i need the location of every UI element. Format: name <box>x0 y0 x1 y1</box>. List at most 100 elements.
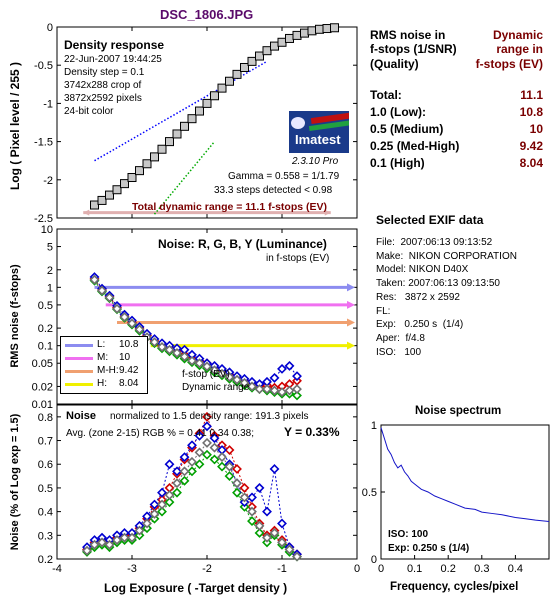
dr-range-arrow <box>83 209 90 216</box>
density-info-2: Density step = 0.1 <box>64 67 145 78</box>
npct-series-point <box>262 506 272 517</box>
npct-series-point <box>187 456 197 467</box>
nfs-series-point <box>292 384 302 395</box>
npct-series-point <box>254 482 265 493</box>
npct-series-point <box>262 532 272 543</box>
npct-series-point <box>172 478 182 489</box>
nfs-ytick-label: 0.5 <box>38 300 53 312</box>
nfs-ytick-label: 1 <box>47 282 53 294</box>
density-ytick-label: 0 <box>47 22 53 34</box>
nfs-series-point <box>134 324 145 335</box>
density-heading: Density response <box>64 38 165 52</box>
legend-label: M-H: <box>97 365 119 376</box>
npct-series-point <box>142 518 152 529</box>
version-suffix: Pro <box>322 156 339 167</box>
spec-xtick-label: 0.1 <box>407 563 422 575</box>
nfs-series-point <box>247 381 257 392</box>
spec-ytick-label: 1 <box>371 420 377 432</box>
nfs-series-point <box>202 361 212 372</box>
legend-swatch <box>65 370 93 373</box>
nfs-series-point <box>127 318 137 329</box>
density-step-marker <box>247 56 257 66</box>
threshold-arrow <box>347 341 355 350</box>
nfs-series-point <box>149 337 160 348</box>
density-step-marker <box>277 37 287 47</box>
npct-series-point <box>134 525 145 536</box>
dr-row-value: 10 <box>529 122 543 136</box>
npct-series-point <box>179 466 190 477</box>
legend-value: 10.8 <box>119 339 139 350</box>
npct-ytick-label: 0.2 <box>38 554 53 566</box>
density-step-marker <box>292 30 302 40</box>
density-step-marker <box>135 166 144 176</box>
dr-col1-h1: RMS noise in <box>370 28 446 42</box>
npct-series-point <box>179 452 190 463</box>
nfs-ytick-label: 0.1 <box>38 341 53 353</box>
fstop-annotation: f-stop (EV) <box>182 369 230 380</box>
nfs-series-point <box>262 384 272 395</box>
exif-row: Taken: 2007:06:13 09:13:50 <box>376 278 500 290</box>
npct-series-point <box>164 497 175 508</box>
density-ylabel: Log ( Pixel level / 255 ) <box>8 61 22 191</box>
density-step-marker <box>90 200 99 210</box>
legend-entry: L: 10.8 <box>63 339 145 351</box>
file-title: DSC_1806.JPG <box>160 7 254 22</box>
dr-row-value: 11.1 <box>520 88 543 102</box>
nfs-series-point <box>284 360 295 371</box>
spectrum-exp: Exp: 0.250 s (1/4) <box>388 543 470 554</box>
nfs-series-point <box>157 342 167 352</box>
steps-text: 33.3 steps detected < 0.98 <box>214 185 333 196</box>
npct-series-point <box>284 544 295 555</box>
nfs-series-point <box>269 385 280 396</box>
npct-series-point <box>224 445 235 455</box>
npct-series-point <box>164 490 175 500</box>
npct-series-point <box>194 447 205 458</box>
noise-fstop-ylabel: RMS noise (f-stops) <box>9 264 21 368</box>
noise-avg-text: Avg. (zone 2-15) RGB % = 0.41 0.34 0.38; <box>66 428 254 439</box>
npct-series-point <box>224 461 235 472</box>
noise-fstop-plot: 10 5 2 1 0.5 0.2 0.1 0.05 0.02 0.01 <box>32 224 358 411</box>
legend-entry: M: 10 <box>63 352 145 364</box>
npct-series-point <box>239 482 250 493</box>
spectrum-curve <box>380 427 550 522</box>
nfs-series-point <box>179 351 190 362</box>
density-ytick-label: -2 <box>43 175 53 187</box>
nfs-series-point <box>254 384 265 395</box>
npct-series-point <box>82 545 92 556</box>
nfs-ytick-label: 10 <box>41 224 53 236</box>
npct-series-point <box>224 471 235 482</box>
density-step-marker <box>97 195 107 205</box>
nfs-ytick-label: 0.05 <box>32 358 53 370</box>
dr-annotation: Dynamic range <box>182 382 250 393</box>
gamma-text: Gamma = 0.558 = 1/1.79 <box>228 171 340 182</box>
spec-xtick-label: 0 <box>378 563 384 575</box>
dr-col2-h2: range in <box>496 42 543 56</box>
npct-xtick-label: -4 <box>52 563 62 575</box>
nfs-ytick-label: 0.01 <box>32 399 53 411</box>
density-step-marker <box>120 179 129 189</box>
density-step-marker <box>285 33 294 43</box>
dr-col2-h3: f-stops (EV) <box>475 57 543 71</box>
npct-series-point <box>89 539 100 550</box>
spectrum-title: Noise spectrum <box>415 405 502 417</box>
dr-row-label: 1.0 (Low): <box>370 105 426 119</box>
density-step-marker <box>255 51 264 61</box>
legend-label: L: <box>97 339 106 350</box>
density-info-3: 3742x288 crop of <box>64 80 142 91</box>
imatest-logo: Imatest <box>289 111 349 153</box>
npct-series-point <box>194 430 205 441</box>
spectrum-iso: ISO: 100 <box>388 529 429 540</box>
nfs-series-point <box>269 372 280 383</box>
nfs-series-point <box>277 387 287 398</box>
density-step-marker <box>142 159 152 169</box>
npct-series-point <box>277 537 287 548</box>
npct-series-point <box>254 528 265 538</box>
npct-series-point <box>232 478 242 489</box>
density-step-marker <box>330 23 339 33</box>
nfs-series-point <box>164 344 175 355</box>
npct-series-point <box>149 509 160 519</box>
nfs-series-point <box>217 368 227 379</box>
nfs-series-point <box>104 292 115 303</box>
spec-xtick-label: 0.3 <box>474 563 489 575</box>
density-info-5: 24-bit color <box>64 106 114 117</box>
